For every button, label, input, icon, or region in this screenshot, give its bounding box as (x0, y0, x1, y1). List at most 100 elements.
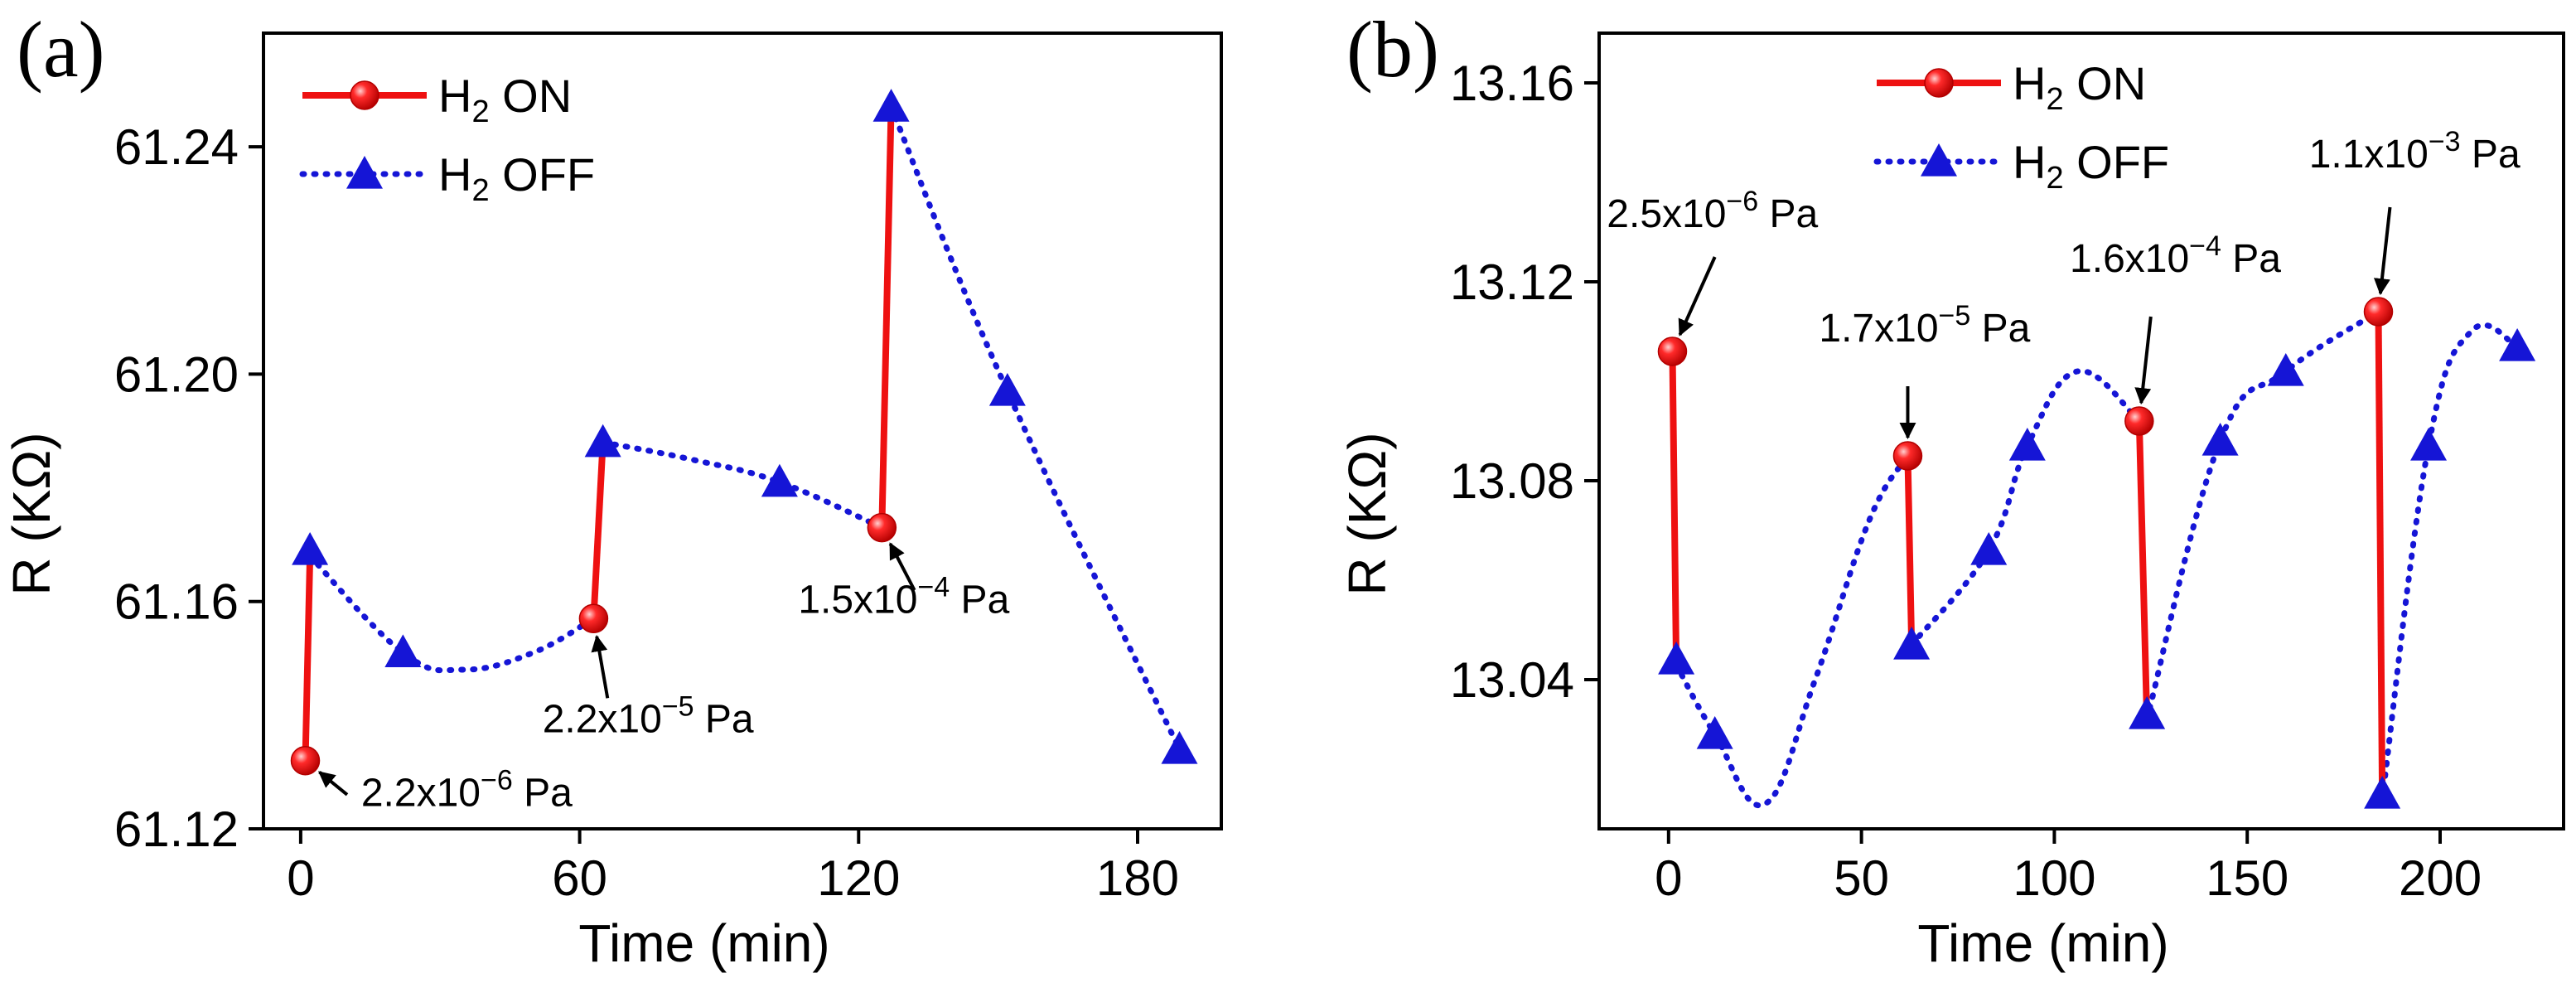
h2-on-line (1669, 351, 1680, 666)
x-tick-label: 200 (2399, 850, 2482, 906)
h2-off-triangle-marker (292, 532, 329, 565)
h2-on-circle-marker (290, 745, 321, 776)
legend-on-text: H (438, 70, 471, 122)
h2-off-triangle-marker (872, 89, 910, 122)
panel-a: (a) R (KΩ) Time (min) 0 60 120 180 61.12 61.1… (2, 5, 1223, 973)
x-tick-label: 50 (1834, 850, 1889, 906)
h2-on-line (878, 107, 895, 528)
h2-on-line (590, 442, 607, 619)
h2-on-line (302, 555, 314, 761)
annotation-arrow (888, 542, 916, 591)
h2-off-triangle-marker (2364, 776, 2401, 809)
legend-on-subscript: 2 (2046, 82, 2063, 117)
h2-off-triangle-marker (988, 373, 1026, 406)
h2-off-triangle-marker (1696, 716, 1733, 749)
pressure-annotation: 1.5x10−4 Pa (798, 571, 1009, 622)
h2-on-circle-marker (2124, 406, 2154, 436)
h2-off-triangle-marker (2008, 428, 2046, 461)
legend-on-text: H (2013, 57, 2046, 109)
x-tick-label: 150 (2206, 850, 2288, 906)
annotation-unit: Pa (1970, 307, 2030, 351)
y-tick-label: 13.12 (1450, 254, 1574, 310)
panel-b-y-title: R (KΩ) (1337, 432, 1397, 595)
h2-on-line (2375, 311, 2386, 800)
y-tick-label: 61.12 (114, 801, 239, 857)
annotation-base: 2.2x10 (361, 772, 481, 816)
y-tick-label: 61.16 (114, 574, 239, 630)
pressure-annotation: 2.5x10−6 Pa (1607, 186, 1818, 236)
pressure-annotation: 2.2x10−5 Pa (543, 690, 754, 741)
h2-on-circle-marker (2363, 297, 2394, 327)
panel-a-label: (a) (17, 5, 105, 94)
annotation-arrow (1678, 256, 1717, 337)
h2-off-triangle-marker (1893, 627, 1931, 660)
annotation-exponent: −6 (1726, 186, 1758, 217)
annotation-arrow (2134, 316, 2153, 405)
x-tick-label: 0 (1655, 850, 1682, 906)
annotation-exponent: −4 (2189, 230, 2221, 262)
panel-b-x-title: Time (min) (1917, 913, 2168, 973)
annotation-base: 1.6x10 (2070, 237, 2189, 281)
legend-h2-off-label: H2 OFF (438, 148, 595, 208)
annotation-base: 1.7x10 (1819, 307, 1938, 351)
legend-h2-off-label: H2 OFF (2013, 136, 2169, 196)
legend-off-subscript: 2 (2046, 161, 2063, 196)
pressure-annotation: 1.7x10−5 Pa (1819, 300, 2030, 351)
legend-h2-on-label: H2 ON (2013, 57, 2146, 117)
legend-h2-off-swatch-marker (1921, 143, 1957, 177)
legend-on-subscript: 2 (471, 94, 489, 129)
h2-off-triangle-marker (384, 634, 422, 668)
legend-off-suffix: OFF (2064, 136, 2170, 188)
legend-off-text: H (438, 148, 471, 201)
h2-off-triangle-marker (2499, 328, 2536, 361)
h2-off-triangle-marker (1658, 642, 1695, 675)
annotation-unit: Pa (950, 578, 1009, 622)
annotation-base: 1.5x10 (798, 578, 917, 622)
h2-on-circle-marker (867, 512, 897, 543)
h2-on-line (2135, 420, 2151, 720)
annotation-unit: Pa (513, 772, 573, 816)
annotation-arrow (2373, 206, 2392, 296)
annotation-exponent: −5 (662, 690, 694, 722)
pressure-annotation: 1.6x10−4 Pa (2070, 230, 2281, 281)
annotation-arrow (591, 634, 610, 699)
h2-off-line (307, 553, 597, 674)
y-tick-label: 61.24 (114, 119, 239, 175)
legend-off-suffix: OFF (490, 148, 596, 201)
y-tick-label: 13.08 (1450, 453, 1574, 509)
x-tick-label: 180 (1096, 850, 1179, 906)
x-tick-label: 120 (817, 850, 900, 906)
panel-b: (b) R (KΩ) Time (min) 0 50 100 150 200 13.04 1… (1337, 5, 2565, 973)
h2-off-triangle-marker (2201, 423, 2239, 456)
legend-on-suffix: ON (2064, 57, 2147, 109)
annotation-base: 2.2x10 (543, 697, 662, 741)
legend: H2 ON H2 OFF (299, 70, 595, 208)
legend-on-suffix: ON (490, 70, 573, 122)
y-tick-label: 13.16 (1450, 56, 1574, 111)
plot-frame (1597, 31, 2565, 830)
h2-off-triangle-marker (2410, 428, 2448, 461)
annotation-exponent: −3 (2429, 126, 2461, 157)
y-tick-label: 61.20 (114, 346, 239, 402)
h2-off-line (600, 439, 885, 531)
annotation-unit: Pa (2221, 237, 2281, 281)
pressure-annotation: 1.1x10−3 Pa (2309, 126, 2520, 177)
annotation-arrow (318, 771, 349, 797)
pressure-annotation: 2.2x10−6 Pa (361, 765, 573, 816)
h2-off-triangle-marker (761, 463, 798, 497)
annotation-exponent: −6 (481, 765, 513, 797)
h2-off-triangle-marker (2267, 353, 2304, 386)
annotation-exponent: −5 (1939, 300, 1971, 332)
h2-off-line (888, 104, 1182, 753)
x-tick-label: 60 (552, 850, 607, 906)
h2-off-triangle-marker (1161, 731, 1198, 764)
legend-h2-on-swatch-marker (1924, 68, 1954, 98)
x-tick-label: 100 (2013, 850, 2095, 906)
h2-on-circle-marker (1892, 441, 1923, 471)
h2-on-circle-marker (1657, 337, 1688, 366)
annotation-exponent: −4 (917, 571, 950, 603)
h2-off-triangle-marker (584, 424, 621, 458)
